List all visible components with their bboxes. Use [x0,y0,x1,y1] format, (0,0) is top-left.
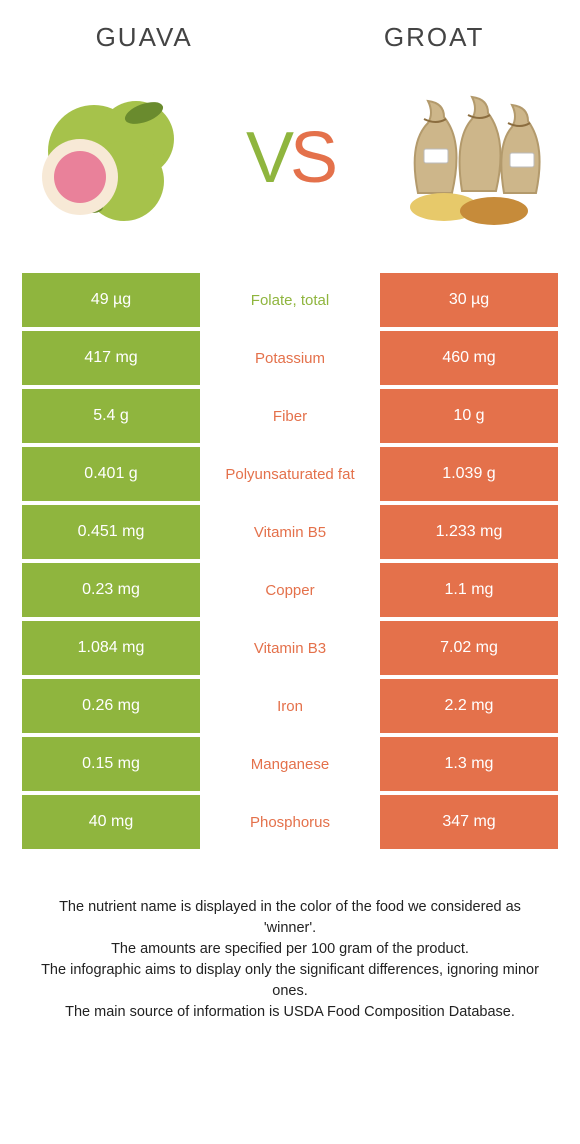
left-food-title: GUAVA [96,22,193,53]
nutrient-label: Iron [200,679,380,733]
vs-s: S [290,118,334,198]
guava-icon [24,73,194,243]
right-food-title: GROAT [384,22,485,53]
footer-line: The nutrient name is displayed in the co… [32,897,548,939]
footer-notes: The nutrient name is displayed in the co… [0,853,580,1023]
left-value: 0.23 mg [22,563,200,617]
table-row: 0.401 gPolyunsaturated fat1.039 g [22,447,558,501]
left-value: 417 mg [22,331,200,385]
comparison-table: 49 µgFolate, total30 µg417 mgPotassium46… [22,273,558,849]
left-value: 0.451 mg [22,505,200,559]
left-value: 0.15 mg [22,737,200,791]
header: GUAVA GROAT [0,0,580,57]
nutrient-label: Copper [200,563,380,617]
right-value: 2.2 mg [380,679,558,733]
table-row: 417 mgPotassium460 mg [22,331,558,385]
left-value: 0.401 g [22,447,200,501]
right-value: 7.02 mg [380,621,558,675]
table-row: 0.15 mgManganese1.3 mg [22,737,558,791]
guava-image [24,73,194,243]
right-value: 1.233 mg [380,505,558,559]
nutrient-label: Vitamin B5 [200,505,380,559]
table-row: 49 µgFolate, total30 µg [22,273,558,327]
footer-line: The infographic aims to display only the… [32,960,548,1002]
table-row: 40 mgPhosphorus347 mg [22,795,558,849]
vs-v: V [246,118,290,198]
left-value: 0.26 mg [22,679,200,733]
groat-icon [386,73,556,243]
nutrient-label: Phosphorus [200,795,380,849]
left-value: 5.4 g [22,389,200,443]
table-row: 5.4 gFiber10 g [22,389,558,443]
nutrient-label: Vitamin B3 [200,621,380,675]
left-value: 40 mg [22,795,200,849]
table-row: 1.084 mgVitamin B37.02 mg [22,621,558,675]
table-row: 0.23 mgCopper1.1 mg [22,563,558,617]
right-value: 10 g [380,389,558,443]
image-row: VS [0,57,580,267]
left-value: 1.084 mg [22,621,200,675]
right-value: 1.039 g [380,447,558,501]
table-row: 0.451 mgVitamin B51.233 mg [22,505,558,559]
right-value: 30 µg [380,273,558,327]
nutrient-label: Potassium [200,331,380,385]
footer-line: The main source of information is USDA F… [32,1002,548,1023]
nutrient-label: Fiber [200,389,380,443]
vs-label: VS [246,122,334,194]
right-value: 1.3 mg [380,737,558,791]
groat-image [386,73,556,243]
table-row: 0.26 mgIron2.2 mg [22,679,558,733]
right-value: 347 mg [380,795,558,849]
nutrient-label: Folate, total [200,273,380,327]
nutrient-label: Manganese [200,737,380,791]
right-value: 460 mg [380,331,558,385]
right-value: 1.1 mg [380,563,558,617]
footer-line: The amounts are specified per 100 gram o… [32,939,548,960]
left-value: 49 µg [22,273,200,327]
nutrient-label: Polyunsaturated fat [200,447,380,501]
